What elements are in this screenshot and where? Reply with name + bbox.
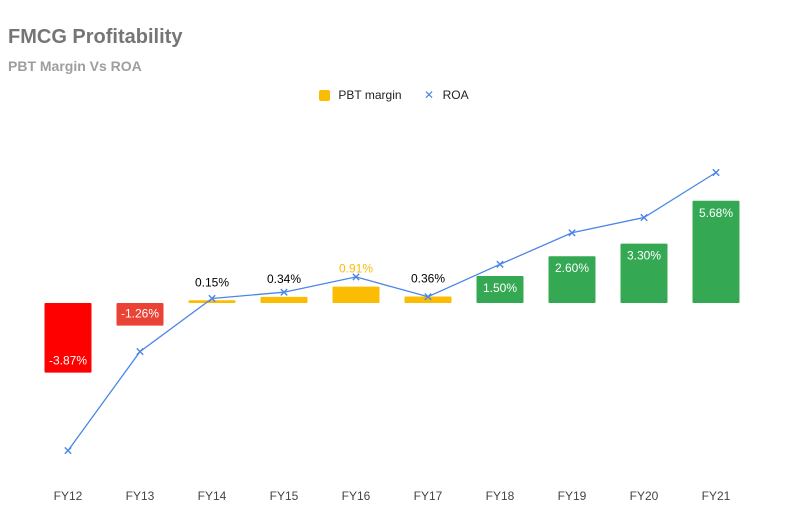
pbt-data-label-fy17: 0.36% xyxy=(411,272,445,286)
legend-label-roa: ROA xyxy=(442,88,469,102)
pbt-data-label-fy15: 0.34% xyxy=(267,272,301,286)
pbt-bar-fy18 xyxy=(476,276,524,303)
x-tick-label-fy13: FY13 xyxy=(126,489,155,503)
legend-item-pbt[interactable]: PBT margin xyxy=(319,88,402,102)
legend-item-roa[interactable]: ✕ ROA xyxy=(424,88,469,102)
pbt-bar-fy19 xyxy=(548,256,596,303)
roa-point-fy20 xyxy=(640,213,648,222)
pbt-swatch xyxy=(319,89,331,101)
pbt-bar-fy16 xyxy=(332,286,380,303)
x-tick-label-fy16: FY16 xyxy=(342,489,371,503)
roa-point-fy17 xyxy=(424,293,432,301)
x-tick-label-fy12: FY12 xyxy=(54,489,83,503)
chart-subtitle: PBT Margin Vs ROA xyxy=(8,58,142,74)
roa-point-fy21 xyxy=(712,168,720,177)
x-tick-label-fy15: FY15 xyxy=(270,489,299,503)
pbt-data-label-fy20: 3.30% xyxy=(627,249,661,263)
pbt-bar-fy12 xyxy=(44,303,92,373)
x-tick-label-fy18: FY18 xyxy=(486,489,515,503)
pbt-bar-fy17 xyxy=(404,296,452,303)
roa-line xyxy=(67,171,717,451)
pbt-data-label-fy21: 5.68% xyxy=(699,206,733,220)
roa-point-fy16 xyxy=(352,273,360,281)
pbt-data-label-fy18: 1.50% xyxy=(483,281,517,295)
x-tick-label-fy20: FY20 xyxy=(630,489,659,503)
pbt-bar-fy20 xyxy=(620,243,668,303)
roa-point-fy14 xyxy=(208,294,216,303)
pbt-data-label-fy12: -3.87% xyxy=(49,354,87,368)
roa-point-fy12 xyxy=(64,446,72,455)
roa-point-fy18 xyxy=(496,260,504,268)
roa-marker-icon: ✕ xyxy=(424,88,435,102)
roa-point-fy13 xyxy=(136,347,144,356)
roa-point-fy15 xyxy=(280,288,288,296)
pbt-bar-fy13 xyxy=(116,303,164,326)
legend-label-pbt: PBT margin xyxy=(338,88,402,102)
pbt-data-label-fy16: 0.91% xyxy=(339,262,373,276)
x-tick-label-fy21: FY21 xyxy=(702,489,731,503)
pbt-data-label-fy14: 0.15% xyxy=(195,275,229,289)
pbt-bar-fy15 xyxy=(260,296,308,303)
x-tick-label-fy14: FY14 xyxy=(198,489,227,503)
x-tick-label-fy19: FY19 xyxy=(558,489,587,503)
pbt-data-label-fy13: -1.26% xyxy=(121,307,159,321)
pbt-bar-fy21 xyxy=(692,200,740,303)
chart-title: FMCG Profitability xyxy=(8,26,183,48)
legend: PBT margin ✕ ROA xyxy=(0,88,788,102)
roa-point-fy19 xyxy=(568,229,576,237)
pbt-data-label-fy19: 2.60% xyxy=(555,261,589,275)
x-tick-label-fy17: FY17 xyxy=(414,489,443,503)
pbt-bar-fy14 xyxy=(188,300,236,303)
